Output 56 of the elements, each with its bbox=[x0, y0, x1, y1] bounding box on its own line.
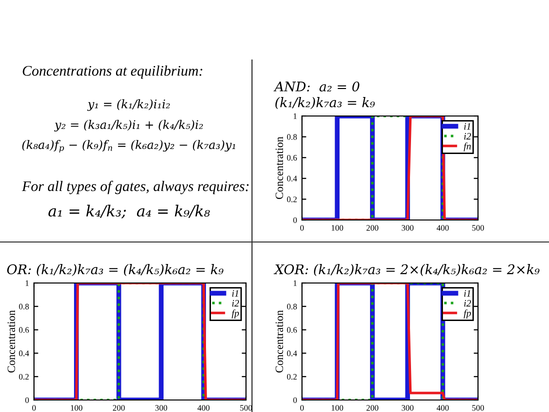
text: a₁ = k₄/k₃; a₄ = k₉/k₈ bbox=[48, 204, 210, 218]
y-tick-label: 1 bbox=[294, 280, 297, 286]
x-tick-label: 300 bbox=[402, 405, 414, 411]
chart-title: OR: (k₁/k₂)k₇a₃ = (k₄/k₅)k₆a₂ = k₉ bbox=[7, 264, 224, 276]
legend-label: fp bbox=[464, 310, 471, 318]
y-tick-label: 0.8 bbox=[287, 304, 297, 310]
x-tick-label: 100 bbox=[70, 405, 82, 411]
x-tick-label: 0 bbox=[300, 405, 304, 411]
y-tick-label: 0.2 bbox=[287, 374, 297, 380]
y-axis-title: Concentration bbox=[276, 310, 284, 373]
x-tick-label: 0 bbox=[300, 225, 304, 231]
text: Concentrations at equilibrium: bbox=[22, 65, 202, 79]
x-tick-label: 300 bbox=[402, 225, 414, 231]
text: y₁ = (k₁/k₂)i₁i₂ bbox=[87, 99, 170, 111]
y-tick-label: 0.8 bbox=[19, 304, 29, 310]
x-tick-label: 200 bbox=[366, 225, 378, 231]
chart-title: XOR: (k₁/k₂)k₇a₃ = 2×(k₄/k₅)k₆a₂ = 2×k₉ bbox=[274, 264, 540, 276]
x-tick-label: 500 bbox=[472, 405, 484, 411]
y-axis-title: Concentration bbox=[8, 310, 16, 373]
x-tick-label: 400 bbox=[198, 405, 210, 411]
x-tick-label: 400 bbox=[436, 225, 449, 231]
x-tick-label: 100 bbox=[332, 225, 344, 231]
y-tick-label: 0.4 bbox=[287, 176, 298, 182]
x-tick-label: 500 bbox=[472, 225, 484, 231]
y-tick-label: 0.8 bbox=[287, 134, 297, 140]
y-tick-label: 0.2 bbox=[287, 196, 297, 202]
y-axis-title: Concentration bbox=[276, 136, 284, 200]
legend-label: i1 bbox=[464, 290, 470, 297]
x-tick-label: 400 bbox=[436, 405, 449, 411]
y-tick-label: 0 bbox=[293, 397, 297, 403]
y-tick-label: 0 bbox=[293, 217, 297, 223]
text: (k₈a₄)f$_{p}$ − (k₉)f$_{n}$ = (k₆a₂)y₂ − (k₇a₃)y₁ bbox=[22, 140, 236, 152]
y-tick-label: 0.6 bbox=[287, 154, 297, 161]
x-tick-label: 0 bbox=[32, 405, 36, 411]
legend-label: fn bbox=[464, 142, 471, 152]
legend-label: i1 bbox=[464, 123, 470, 130]
y-tick-label: 1 bbox=[26, 280, 29, 286]
y-tick-label: 1 bbox=[294, 113, 297, 119]
text: For all types of gates, always requires: bbox=[22, 180, 249, 194]
y-tick-label: 0.6 bbox=[287, 327, 297, 333]
legend-label: i2 bbox=[464, 133, 471, 140]
y-tick-label: 0 bbox=[25, 397, 29, 403]
x-tick-label: 100 bbox=[332, 405, 344, 411]
legend-label: fp bbox=[232, 310, 239, 318]
x-tick-label: 200 bbox=[112, 405, 125, 411]
x-tick-label: 300 bbox=[155, 405, 168, 411]
y-tick-label: 0.2 bbox=[19, 374, 29, 380]
y-tick-label: 0.6 bbox=[19, 327, 29, 333]
legend-label: i2 bbox=[464, 300, 471, 306]
y-tick-label: 0.4 bbox=[287, 350, 298, 356]
chart-title: AND: a₂ = 0 (k₁/k₂)k₇a₃ = k₉ bbox=[274, 82, 375, 110]
x-tick-label: 200 bbox=[366, 405, 378, 411]
legend-label: i2 bbox=[232, 300, 239, 306]
text: y₂ = (k₃a₁/k₅)i₁ + (k₄/k₅)i₂ bbox=[54, 120, 203, 132]
y-tick-label: 0.4 bbox=[19, 350, 30, 356]
legend-label: i1 bbox=[232, 290, 238, 297]
